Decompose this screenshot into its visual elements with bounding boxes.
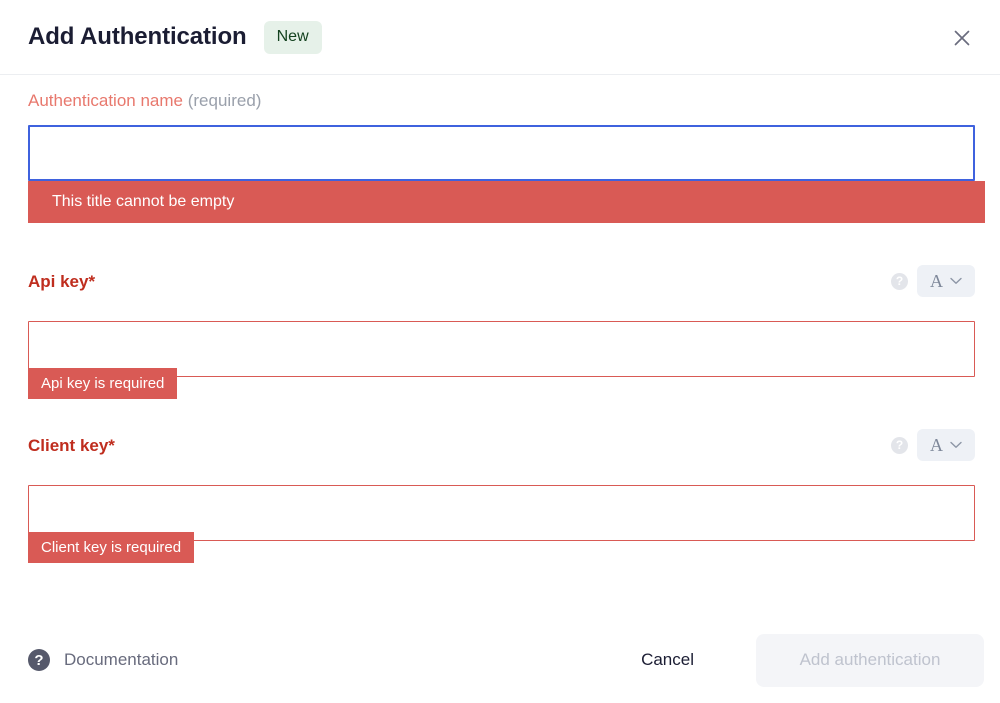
question-mark-circle-icon: ?: [28, 649, 50, 671]
dialog-body: Authentication name (required) This titl…: [0, 75, 1000, 563]
field-label-text: Authentication name: [28, 91, 183, 110]
dialog-header: Add Authentication New: [0, 0, 1000, 75]
field-label-row: Authentication name (required): [28, 92, 975, 109]
field-label-row: Client key* ? A: [28, 429, 975, 461]
field-label-row: Api key* ? A: [28, 265, 975, 297]
text-format-icon: A: [930, 435, 943, 455]
help-icon[interactable]: ?: [891, 272, 908, 290]
client-key-input[interactable]: [28, 485, 975, 541]
api-key-input[interactable]: [28, 321, 975, 377]
close-icon: [953, 29, 971, 47]
field-label-required-hint: (required): [187, 91, 262, 110]
client-key-input-wrap: Client key is required: [28, 485, 975, 563]
status-badge: New: [263, 20, 322, 54]
chevron-down-icon: [950, 436, 962, 454]
documentation-link[interactable]: ? Documentation: [28, 649, 178, 671]
page-title: Add Authentication: [28, 23, 247, 50]
field-label: Api key*: [28, 271, 96, 291]
field-api-key: Api key* ? A Api key is required: [28, 223, 975, 399]
value-type-dropdown[interactable]: A: [917, 265, 975, 297]
authentication-name-error: This title cannot be empty: [28, 181, 985, 223]
field-label: Authentication name (required): [28, 92, 261, 109]
add-authentication-button[interactable]: Add authentication: [756, 633, 984, 687]
chevron-down-icon: [950, 272, 962, 290]
client-key-error: Client key is required: [28, 532, 195, 563]
field-controls: ? A: [891, 429, 975, 461]
help-icon[interactable]: ?: [891, 436, 908, 454]
cancel-button[interactable]: Cancel: [627, 640, 708, 680]
dialog-footer: ? Documentation Cancel Add authenticatio…: [0, 617, 1000, 703]
close-button[interactable]: [946, 22, 978, 54]
field-client-key: Client key* ? A Client key is required: [28, 377, 975, 563]
api-key-error: Api key is required: [28, 368, 178, 399]
documentation-label: Documentation: [64, 650, 179, 669]
field-controls: ? A: [891, 265, 975, 297]
field-authentication-name: Authentication name (required) This titl…: [28, 75, 985, 223]
api-key-input-wrap: Api key is required: [28, 321, 975, 399]
text-format-icon: A: [930, 271, 943, 291]
field-label: Client key*: [28, 435, 115, 455]
value-type-dropdown[interactable]: A: [917, 429, 975, 461]
authentication-name-input[interactable]: [28, 125, 975, 181]
